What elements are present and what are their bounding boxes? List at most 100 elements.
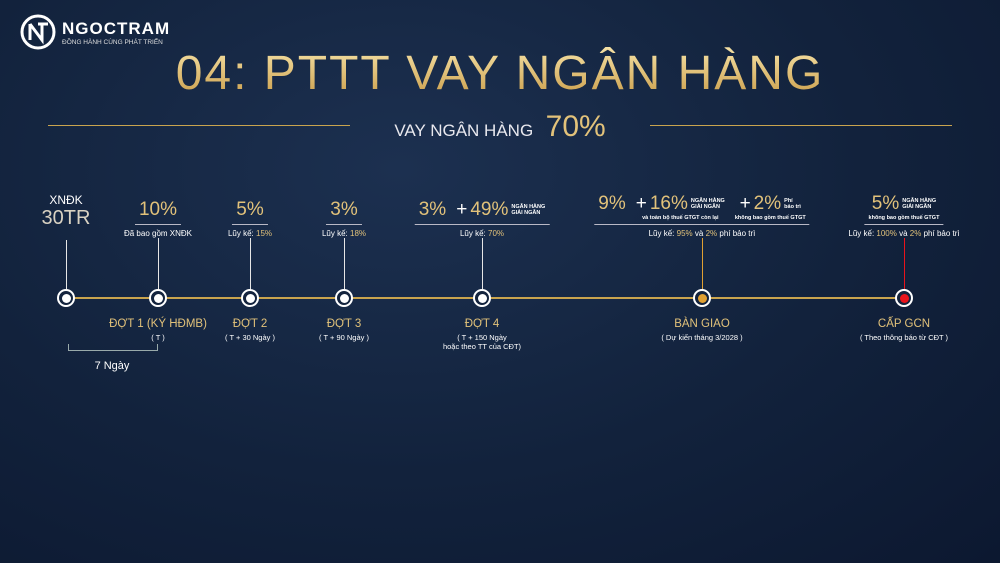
logo-name: NGOCTRAM <box>62 18 171 38</box>
amount-row: 30TR <box>42 207 91 230</box>
note-part: Lũy kế: <box>459 229 486 238</box>
stage-label: BÀN GIAO <box>674 318 730 330</box>
milestone-top: 3% +49% NGÂN HÀNG GIẢI NGÂN Lũy kế: 70% <box>414 199 550 238</box>
stage-detail: ( T ) <box>151 333 165 342</box>
amount-row: 10% <box>139 199 177 221</box>
connector <box>904 238 905 290</box>
headline: 5% <box>232 199 268 225</box>
dot-core <box>899 293 909 303</box>
tag-line: GIẢI NGÂN <box>902 204 932 210</box>
tag-line: GIẢI NGÂN <box>511 210 541 216</box>
timeline-dot <box>57 289 75 307</box>
stage: CẤP GCN ( Theo thông báo từ CĐT ) <box>860 318 948 342</box>
timeline-dot <box>241 289 259 307</box>
stage: ĐỢT 3 ( T + 90 Ngày ) <box>319 318 369 342</box>
stage-label: CẤP GCN <box>877 318 931 330</box>
dot-core <box>697 293 707 303</box>
stage: BÀN GIAO ( Dự kiến tháng 3/2028 ) <box>661 318 742 342</box>
amount: 9% <box>598 193 626 214</box>
tag-note: không bao gồm thuế GTGT <box>868 215 940 221</box>
stage-detail: ( Dự kiến tháng 3/2028 ) <box>661 333 743 342</box>
amount: 16% <box>649 193 688 214</box>
amount-row: 3% <box>419 199 446 221</box>
note: Lũy kế: 100% và 2% phí bảo trì <box>848 229 959 238</box>
headline: 5% NGÂN HÀNG GIẢI NGÂN không bao gồm thuế G… <box>864 193 944 225</box>
amount-group: 9% <box>598 193 625 215</box>
amount-row: 9% <box>598 193 625 215</box>
tag-line: bảo trì <box>784 204 801 210</box>
note: Lũy kế: 95% và 2% phí bảo trì <box>649 229 756 238</box>
amount-row: 5% NGÂN HÀNG GIẢI NGÂN <box>872 193 936 215</box>
timeline-dot <box>895 289 913 307</box>
stage-detail: ( T + 30 Ngày ) <box>225 333 275 342</box>
amount-row: 5% <box>236 199 263 221</box>
stage-label: ĐỢT 1 (KÝ HĐMB) <box>109 318 207 330</box>
amount-row: 3% <box>330 199 357 221</box>
stage: ĐỢT 2 ( T + 30 Ngày ) <box>225 318 275 342</box>
note-part: Lũy kế: <box>648 229 675 238</box>
connector <box>250 238 251 290</box>
note-part: 18% <box>350 229 367 238</box>
headline: 10% <box>134 199 182 225</box>
note: Lũy kế: 15% <box>228 229 272 238</box>
tag-line: NGÂN HÀNG <box>690 198 725 204</box>
amount-group: 5% <box>236 199 263 221</box>
amount-row: +16% NGÂN HÀNG GIẢI NGÂN <box>636 193 725 215</box>
amount-group: +49% NGÂN HÀNG GIẢI NGÂN <box>456 199 545 221</box>
headline: 30TR <box>38 207 95 233</box>
logo: NGOCTRAM ĐỒNG HÀNH CÙNG PHÁT TRIỂN <box>20 14 170 50</box>
logo-icon <box>20 14 56 50</box>
amount-group: 3% <box>330 199 357 221</box>
amount-tag: Phí bảo trì <box>784 198 801 210</box>
note-part: 95% <box>676 229 693 238</box>
amount-row: +49% NGÂN HÀNG GIẢI NGÂN <box>456 199 545 221</box>
amount: 5% <box>871 193 900 214</box>
milestone-top: XNĐK 30TR <box>38 193 95 233</box>
note-part: 15% <box>256 229 273 238</box>
stage-detail: ( Theo thông báo từ CĐT ) <box>859 333 949 342</box>
amount-row: +2% Phí bảo trì <box>740 193 801 215</box>
note-part: phí bảo trì <box>923 229 960 238</box>
tag-line: Phí <box>784 198 793 204</box>
headline: 3% +49% NGÂN HÀNG GIẢI NGÂN <box>414 199 550 225</box>
amount: 30TR <box>41 207 91 229</box>
milestone-top: 3% Lũy kế: 18% <box>322 199 366 238</box>
tag-line: NGÂN HÀNG <box>511 204 546 210</box>
dot-core <box>339 293 349 303</box>
timeline-dot <box>149 289 167 307</box>
stage-detail: ( T + 150 Ngày <box>457 333 507 342</box>
stage-label: ĐỢT 4 <box>464 318 500 330</box>
amount-group: 3% <box>419 199 446 221</box>
note-part: 2% <box>909 229 922 238</box>
amount-group: 10% <box>139 199 177 221</box>
note-part: và <box>899 229 908 238</box>
note: Đã bao gồm XNĐK <box>124 229 192 238</box>
connector <box>66 240 67 290</box>
rule <box>650 125 952 126</box>
tag-line: NGÂN HÀNG <box>902 198 937 204</box>
amount-prefix: + <box>739 193 751 214</box>
timeline-dot <box>693 289 711 307</box>
stage-detail: hoặc theo TT của CĐT) <box>442 342 522 351</box>
amount: 49% <box>470 199 509 220</box>
milestone-top: 9% +16% NGÂN HÀNG GIẢI NGÂN và toàn bộ thuế … <box>594 193 810 238</box>
note: Lũy kế: 18% <box>322 229 366 238</box>
note-part: 70% <box>488 229 505 238</box>
note-part: 100% <box>876 229 897 238</box>
connector <box>482 238 483 290</box>
dot-core <box>153 293 163 303</box>
note-part: Lũy kế: <box>227 229 254 238</box>
stage: ĐỢT 4 ( T + 150 Ngày hoặc theo TT của CĐT) <box>443 318 521 351</box>
note-part: Lũy kế: <box>848 229 875 238</box>
note-part: Đã bao gồm XNĐK <box>123 229 193 238</box>
headline: 3% <box>326 199 362 225</box>
interval-bracket <box>68 344 158 351</box>
dot-core <box>61 293 71 303</box>
dot-core <box>245 293 255 303</box>
amount: 3% <box>418 199 447 220</box>
milestone-top: 10% Đã bao gồm XNĐK <box>124 199 192 238</box>
note: Lũy kế: 70% <box>460 229 504 238</box>
logo-tagline: ĐỒNG HÀNH CÙNG PHÁT TRIỂN <box>62 38 163 46</box>
